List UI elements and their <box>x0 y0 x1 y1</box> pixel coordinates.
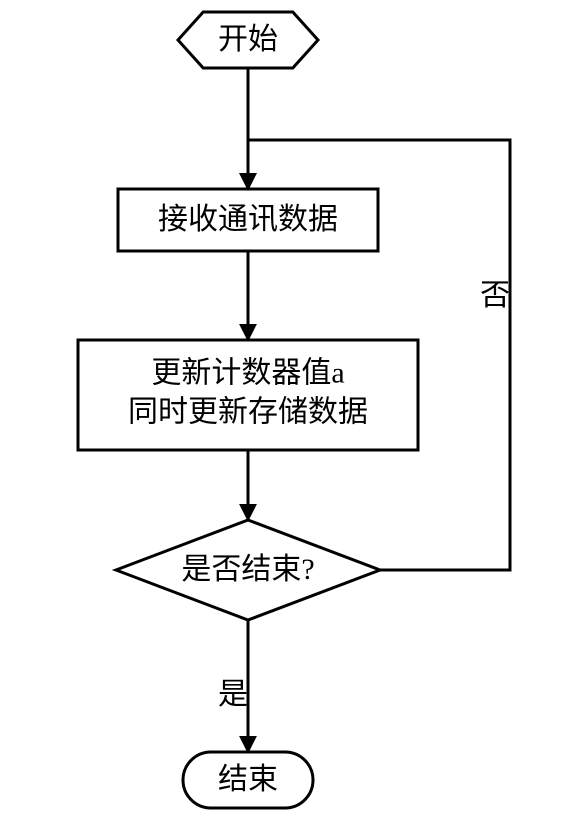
node-start-label: 开始 <box>218 23 278 56</box>
node-start: 开始 <box>178 12 318 68</box>
edge-label-decision-recv: 否 <box>480 279 510 312</box>
node-recv: 接收通讯数据 <box>118 189 378 251</box>
node-update-label-line-0: 更新计数器值a <box>151 356 344 389</box>
node-update-label-line-1: 同时更新存储数据 <box>128 395 368 428</box>
node-decision: 是否结束? <box>116 520 380 620</box>
node-recv-label: 接收通讯数据 <box>158 203 338 236</box>
node-end-label: 结束 <box>218 763 278 796</box>
edge-label-decision-end: 是 <box>218 678 248 711</box>
node-update: 更新计数器值a 同时更新存储数据 <box>78 340 418 450</box>
node-decision-label: 是否结束? <box>181 553 314 586</box>
node-end: 结束 <box>183 752 313 808</box>
